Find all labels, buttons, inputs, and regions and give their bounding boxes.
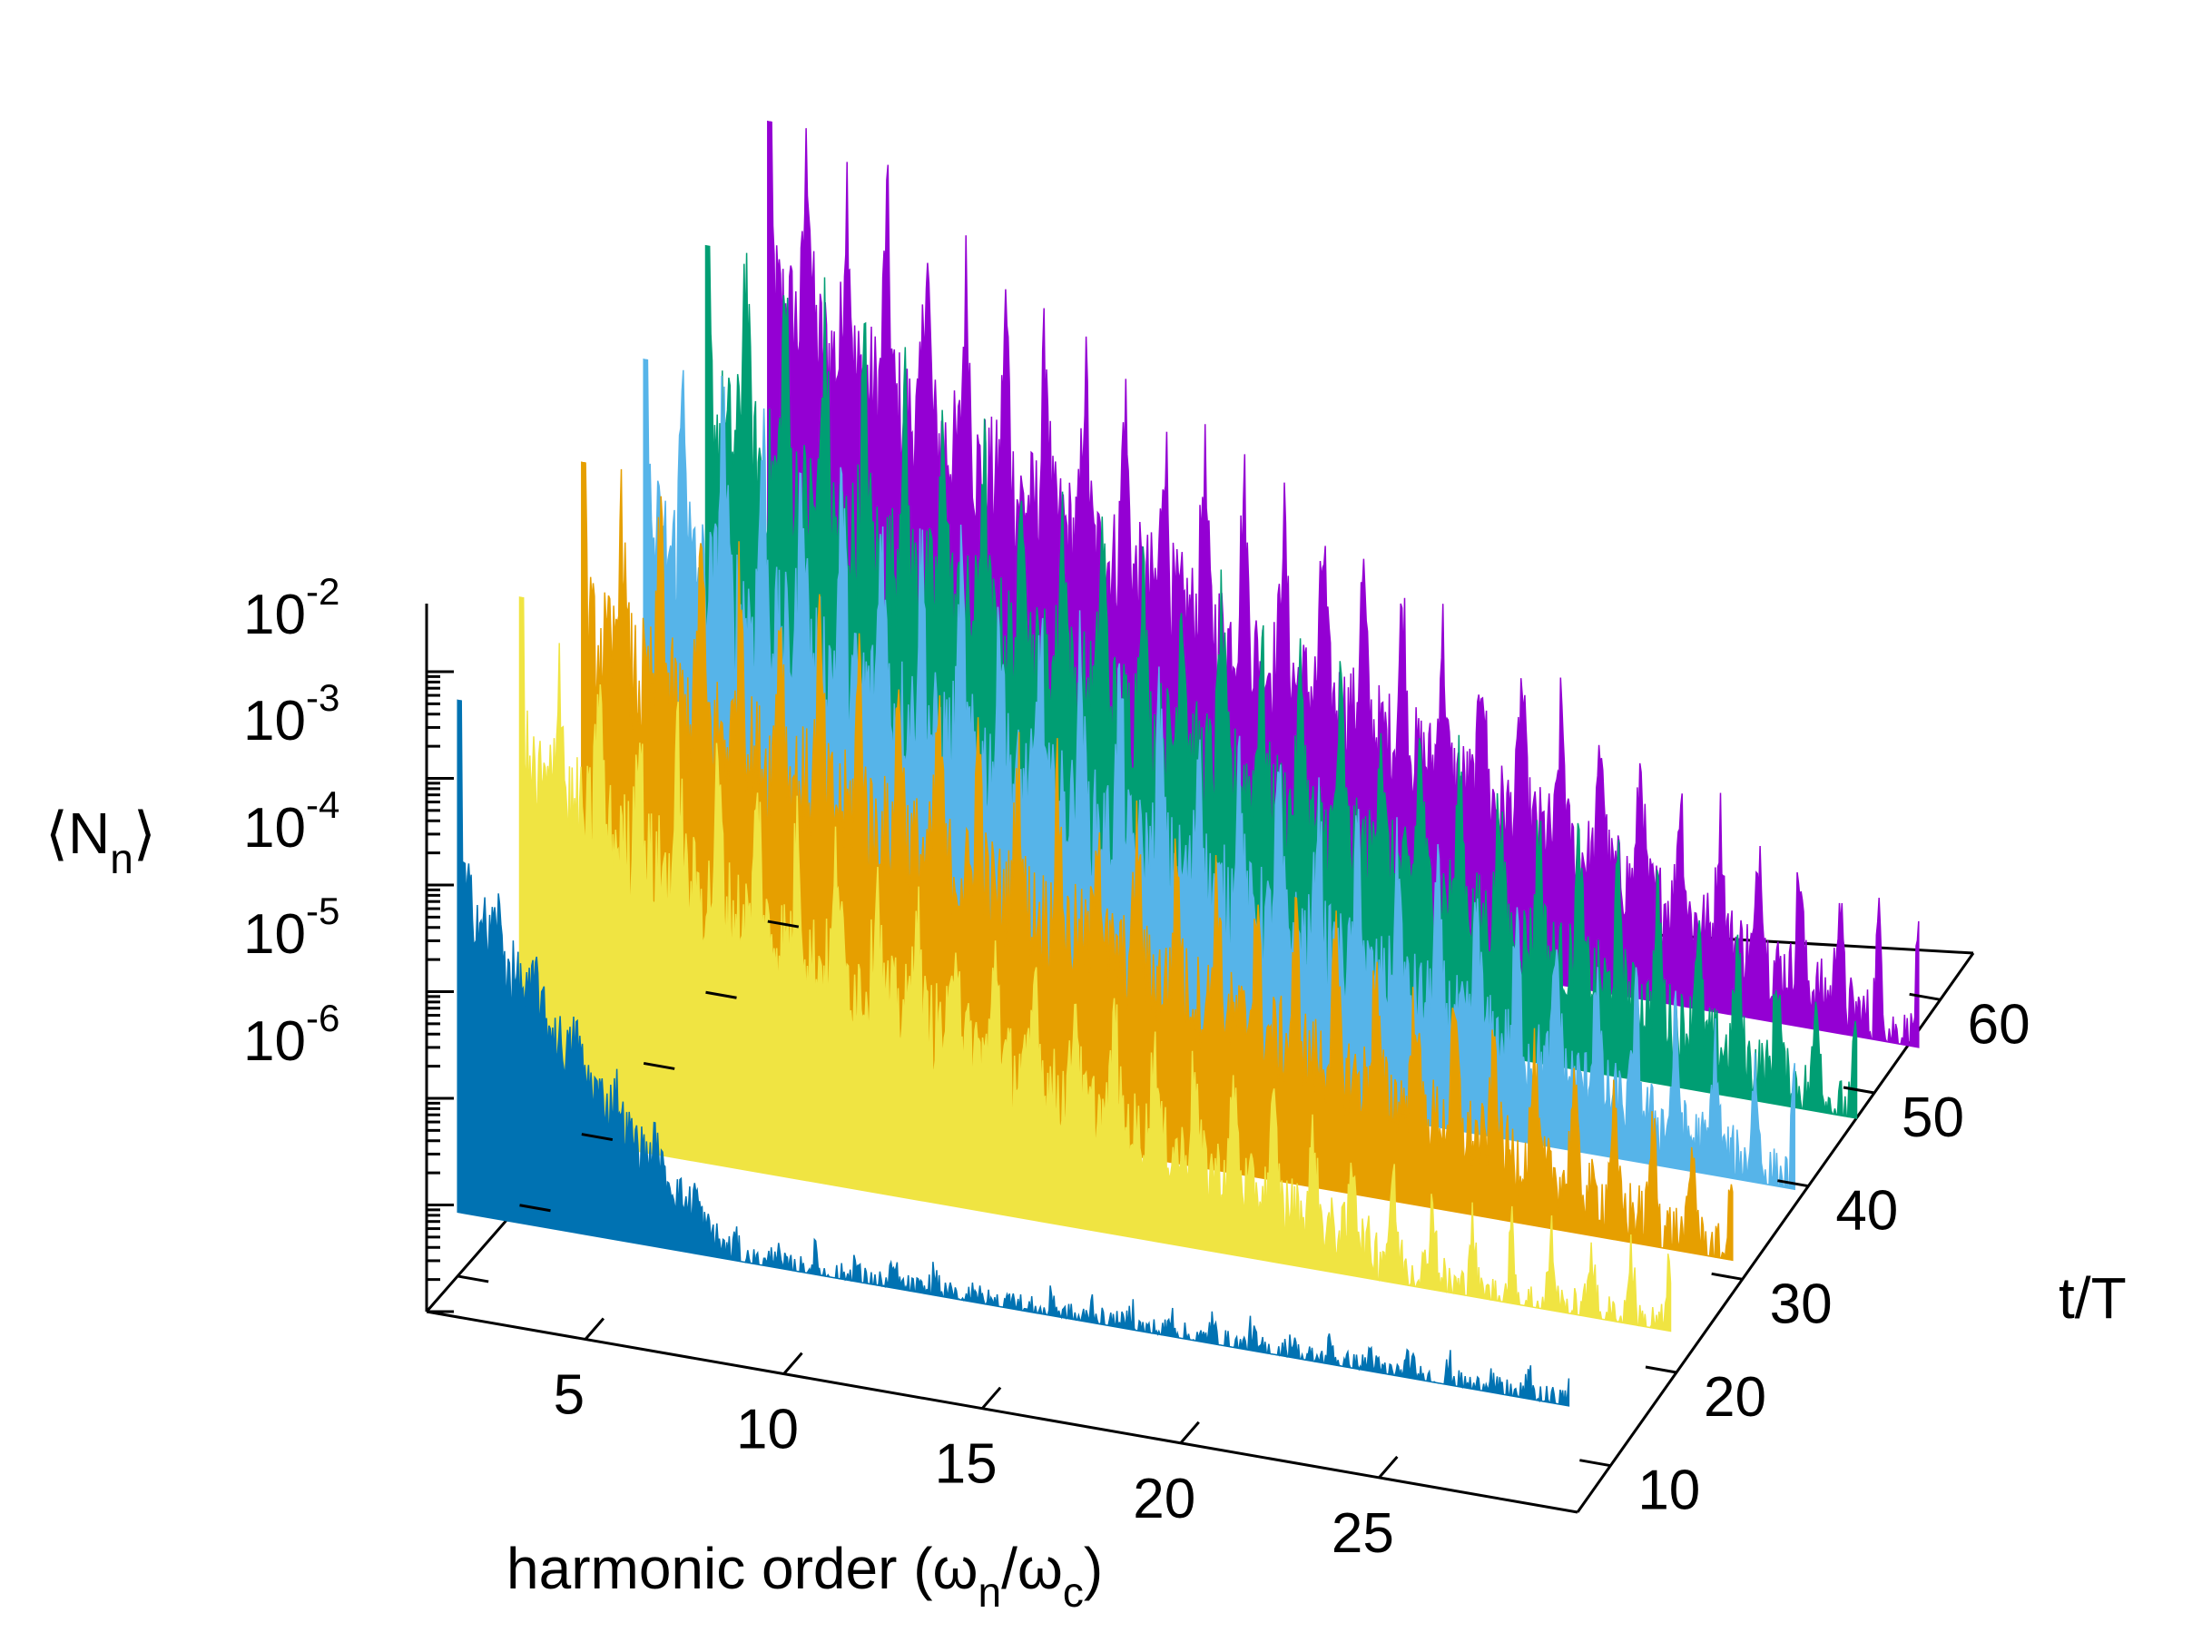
series-layer <box>457 120 1920 1407</box>
x-tick-label: 10 <box>736 1399 799 1461</box>
y-tick-label: 60 <box>1968 993 2030 1056</box>
y-axis-line <box>1576 952 1975 1513</box>
x-axis-title: harmonic order (ωn/ωc) <box>506 1536 1103 1616</box>
y-tick-left <box>705 990 737 999</box>
y-tick-label: 40 <box>1835 1180 1898 1243</box>
y-tick <box>1909 992 1941 1001</box>
z-tick-labels: 10-2 10-3 10-4 10-5 10-6 <box>243 570 339 1073</box>
y-axis-title: t/T <box>2059 1265 2127 1331</box>
series-20 <box>518 596 1672 1332</box>
z-tick-label: 10-3 <box>243 676 339 752</box>
y-tick-left <box>519 1204 551 1213</box>
x-axis-line <box>426 1310 1578 1514</box>
y-tick-label: 50 <box>1902 1087 1964 1149</box>
y-tick <box>1777 1179 1809 1188</box>
z-tick-label: 10-5 <box>243 890 339 966</box>
y-tick-left <box>767 919 800 929</box>
y-tick-left <box>457 1274 489 1283</box>
y-tick-left <box>643 1061 675 1070</box>
x-tick <box>1179 1421 1200 1444</box>
x-tick-label: 5 <box>554 1363 585 1426</box>
y-tick <box>1645 1365 1677 1374</box>
y-tick-label: 20 <box>1704 1366 1766 1429</box>
x-tick-label: 20 <box>1133 1468 1195 1530</box>
z-axis-title: ⟨Nn⟩ <box>45 801 156 882</box>
x-tick <box>981 1386 1002 1410</box>
x-tick <box>782 1352 803 1375</box>
y-tick <box>1843 1086 1875 1095</box>
y-tick <box>1711 1272 1743 1281</box>
x-tick-label: 25 <box>1332 1502 1394 1565</box>
y-tick <box>1579 1459 1611 1468</box>
y-tick-label: 10 <box>1637 1460 1700 1522</box>
x-tick-label: 15 <box>935 1433 998 1496</box>
z-tick-label: 10-6 <box>243 997 339 1073</box>
z-tick-label: 10-2 <box>243 570 339 646</box>
x-tick <box>584 1317 605 1341</box>
x-tick <box>1378 1455 1399 1479</box>
series-10 <box>457 699 1570 1407</box>
y-tick-label: 30 <box>1770 1273 1833 1335</box>
z-tick-label: 10-4 <box>243 783 339 860</box>
y-tick-left <box>581 1133 614 1142</box>
